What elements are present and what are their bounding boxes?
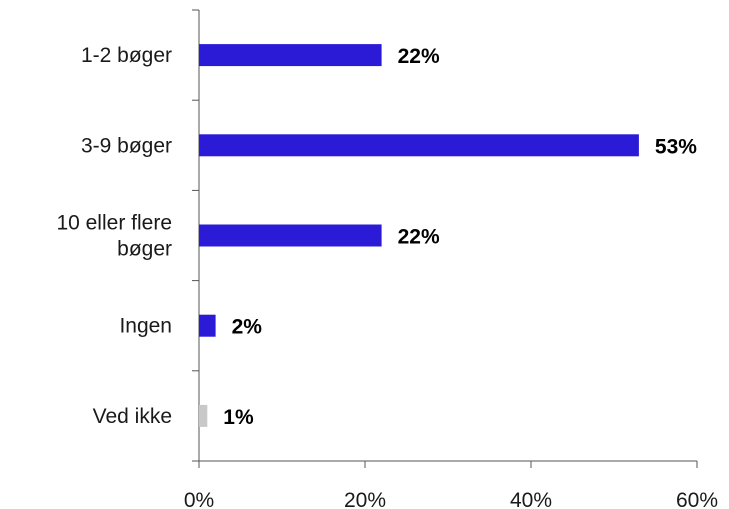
bar xyxy=(199,314,216,337)
category-label-line: 3-9 bøger xyxy=(81,134,172,157)
data-label: 53% xyxy=(655,135,697,158)
bar xyxy=(199,224,382,247)
bar xyxy=(199,44,382,67)
bar xyxy=(199,134,639,157)
bars xyxy=(199,44,639,427)
x-tick-label: 0% xyxy=(184,489,214,509)
bar xyxy=(199,404,208,427)
category-label-line: bøger xyxy=(117,238,172,261)
data-label: 1% xyxy=(223,406,254,429)
data-label: 22% xyxy=(398,45,440,68)
category-label-line: Ingen xyxy=(119,315,172,338)
category-label-line: 1-2 bøger xyxy=(81,44,172,67)
category-label-line: 10 eller flere xyxy=(56,212,172,235)
category-label: Ingen xyxy=(119,315,172,338)
x-tick-label: 60% xyxy=(676,489,718,509)
x-tick-label: 20% xyxy=(344,489,386,509)
data-label: 22% xyxy=(398,226,440,249)
category-label: Ved ikke xyxy=(93,405,172,428)
x-tick-label: 40% xyxy=(510,489,552,509)
data-label: 2% xyxy=(232,316,263,339)
labels: 0% 20% 40% 60% 22% 1-2 bøger 53% 3-9 bøger 22% 10… xyxy=(56,44,718,509)
category-label: 3-9 bøger xyxy=(81,134,172,157)
category-label: 10 eller flere bøger xyxy=(56,212,172,261)
category-label-line: Ved ikke xyxy=(93,405,172,428)
category-label: 1-2 bøger xyxy=(81,44,172,67)
